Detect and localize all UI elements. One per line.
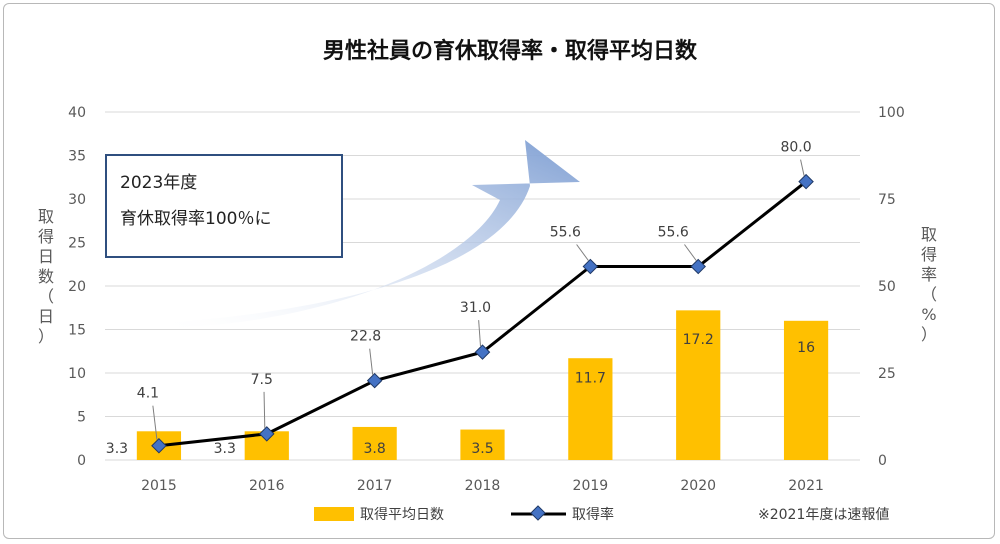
x-tick-label: 2016: [249, 478, 285, 494]
right-axis-title-char: %: [921, 305, 936, 324]
right-tick-label: 50: [878, 279, 896, 295]
bar-value-label: 17.2: [683, 332, 714, 348]
left-tick-label: 25: [68, 236, 86, 252]
line-value-label: 31.0: [460, 300, 491, 316]
left-tick-label: 5: [77, 410, 86, 426]
right-tick-label: 75: [878, 192, 896, 208]
left-axis-title-char: 取: [38, 207, 54, 226]
line-value-label: 22.8: [350, 329, 381, 345]
line-series: 4.1 7.5 22.8 31.0 55.6 55.6 80.0: [137, 140, 814, 454]
line-value-label: 4.1: [137, 386, 159, 402]
right-axis-title-char: 得: [921, 245, 937, 264]
footnote: ※2021年度は速報値: [758, 507, 889, 523]
right-axis-ticks: 0 25 50 75 100: [878, 105, 905, 469]
bar-value-label: 16: [797, 340, 815, 356]
right-tick-label: 0: [878, 453, 887, 469]
legend-line-label: 取得率: [572, 506, 614, 523]
left-tick-label: 10: [68, 366, 86, 382]
legend-line-marker: [530, 505, 546, 521]
left-tick-label: 15: [68, 323, 86, 339]
line-value-label: 80.0: [780, 140, 811, 156]
callout-line1: 2023年度: [120, 173, 197, 193]
left-tick-label: 30: [68, 192, 86, 208]
left-axis-title-char: 得: [38, 227, 54, 246]
chart-title: 男性社員の育休取得率・取得平均日数: [323, 38, 698, 64]
legend-bar-label: 取得平均日数: [360, 506, 444, 523]
line-marker: [366, 372, 383, 389]
legend: 取得平均日数 取得率: [314, 505, 614, 523]
right-axis-title-char: ）: [921, 325, 937, 344]
line-label-leader: [369, 348, 374, 375]
line-value-label: 55.6: [550, 225, 581, 241]
line-marker: [690, 258, 706, 275]
line-label-leader: [152, 405, 158, 440]
line-value-label: 55.6: [658, 225, 689, 241]
bar-series: 3.3 3.3 3.8 3.5 11.7 17.2 16: [106, 310, 829, 460]
callout-line2: 育休取得率100％に: [120, 209, 271, 229]
left-tick-label: 40: [68, 105, 86, 121]
left-axis-title-char: 数: [38, 267, 54, 286]
left-tick-label: 0: [77, 453, 86, 469]
bar: [676, 310, 721, 460]
line-marker: [798, 173, 814, 190]
x-tick-label: 2017: [357, 478, 393, 494]
bar-value-label: 3.5: [471, 441, 493, 457]
left-axis-title-char: 日: [38, 247, 54, 266]
left-axis-ticks: 0 5 10 15 20 25 30 35 40: [68, 105, 86, 469]
line-marker: [259, 426, 275, 442]
line-label-leader: [263, 391, 266, 428]
right-axis-title-char: 取: [921, 225, 937, 244]
line-value-label: 7.5: [251, 372, 273, 388]
line-label-leader: [478, 320, 481, 347]
right-axis-title: 取得率（%）: [921, 225, 937, 344]
bar-value-label: 3.3: [214, 441, 236, 457]
right-tick-label: 25: [878, 366, 896, 382]
x-axis-ticks: 2015 2016 2017 2018 2019 2020 2021: [141, 478, 824, 494]
callout-border: [105, 154, 343, 258]
x-tick-label: 2015: [141, 478, 177, 494]
x-tick-label: 2021: [788, 478, 824, 494]
left-tick-label: 35: [68, 149, 86, 165]
left-axis-title-char: 日: [38, 307, 54, 326]
line-marker: [474, 344, 491, 360]
left-axis-title-char: ）: [38, 327, 54, 346]
left-axis-title-char: （: [38, 287, 54, 306]
bar-value-label: 3.8: [364, 441, 386, 457]
bar: [352, 426, 397, 460]
x-tick-label: 2020: [680, 478, 716, 494]
bar: [783, 320, 829, 460]
growth-arrow: [148, 140, 580, 328]
bar-value-label: 3.3: [106, 441, 128, 457]
legend-bar-swatch: [314, 507, 354, 521]
line-label-leader: [800, 159, 805, 176]
x-tick-label: 2019: [573, 478, 609, 494]
callout-box: 2023年度 育休取得率100％に: [105, 154, 343, 258]
left-tick-label: 20: [68, 279, 86, 295]
line-marker: [582, 258, 599, 275]
bar: [568, 358, 613, 460]
bar-value-label: 11.7: [575, 371, 606, 387]
bar: [460, 429, 505, 460]
right-axis-title-char: （: [921, 285, 937, 304]
line-label-leader: [576, 244, 589, 261]
line-label-leader: [684, 244, 697, 261]
right-axis-title-char: 率: [921, 265, 937, 284]
line-marker: [151, 437, 167, 454]
right-tick-label: 100: [878, 105, 905, 121]
x-tick-label: 2018: [465, 478, 501, 494]
